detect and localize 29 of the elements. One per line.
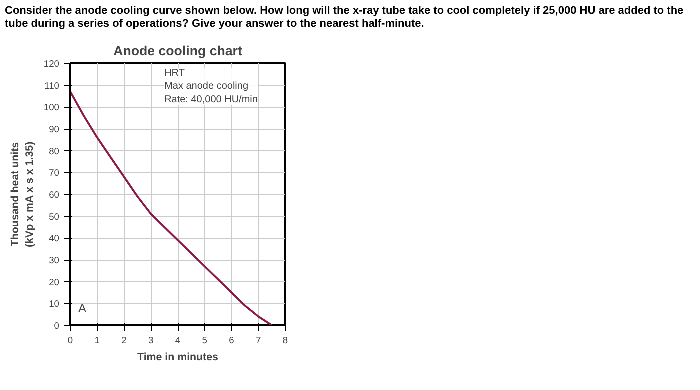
y-tick-label: 110 [44,81,60,92]
chart-title: Anode cooling chart [114,44,243,59]
annotation: A [78,302,87,316]
x-tick-label: 7 [256,336,262,346]
y-tick-label: 40 [49,234,60,244]
x-tick-label: 4 [175,336,181,346]
y-tick-label: 120 [44,59,60,70]
x-tick-label: 2 [122,336,127,346]
y-tick-label: 0 [54,321,60,332]
x-tick-label: 0 [68,336,74,346]
x-tick-label: 6 [229,336,234,346]
y-tick-label: 10 [49,300,60,310]
y-tick-label: 60 [49,190,60,200]
x-tick-label: 8 [282,336,288,346]
y-axis-title: Thousand heat units (kVp x mA x s x 1.35) [10,142,36,248]
x-tick-label: 3 [148,336,154,346]
annotation: HRT Max anode cooling Rate: 40,000 HU/min [164,68,258,106]
line-series [70,91,274,326]
y-tick-label: 80 [49,146,60,157]
y-tick-label: 20 [49,278,60,288]
y-tick-label: 90 [49,124,60,135]
y-tick-label: 70 [49,168,60,179]
y-tick-label: 100 [44,103,60,114]
x-tick-label: 1 [94,336,100,346]
y-tick-label: 30 [49,256,60,266]
text: Consider the anode cooling curve shown below. How long will the x-ray tube take to cool completely if 25,000 HU are added to the tube during a series of operations? Give your answer to the nearest half-minute. [5,5,685,32]
x-axis-title: Time in minutes [138,352,219,364]
y-tick-label: 50 [49,212,60,222]
x-tick-label: 5 [202,336,208,346]
